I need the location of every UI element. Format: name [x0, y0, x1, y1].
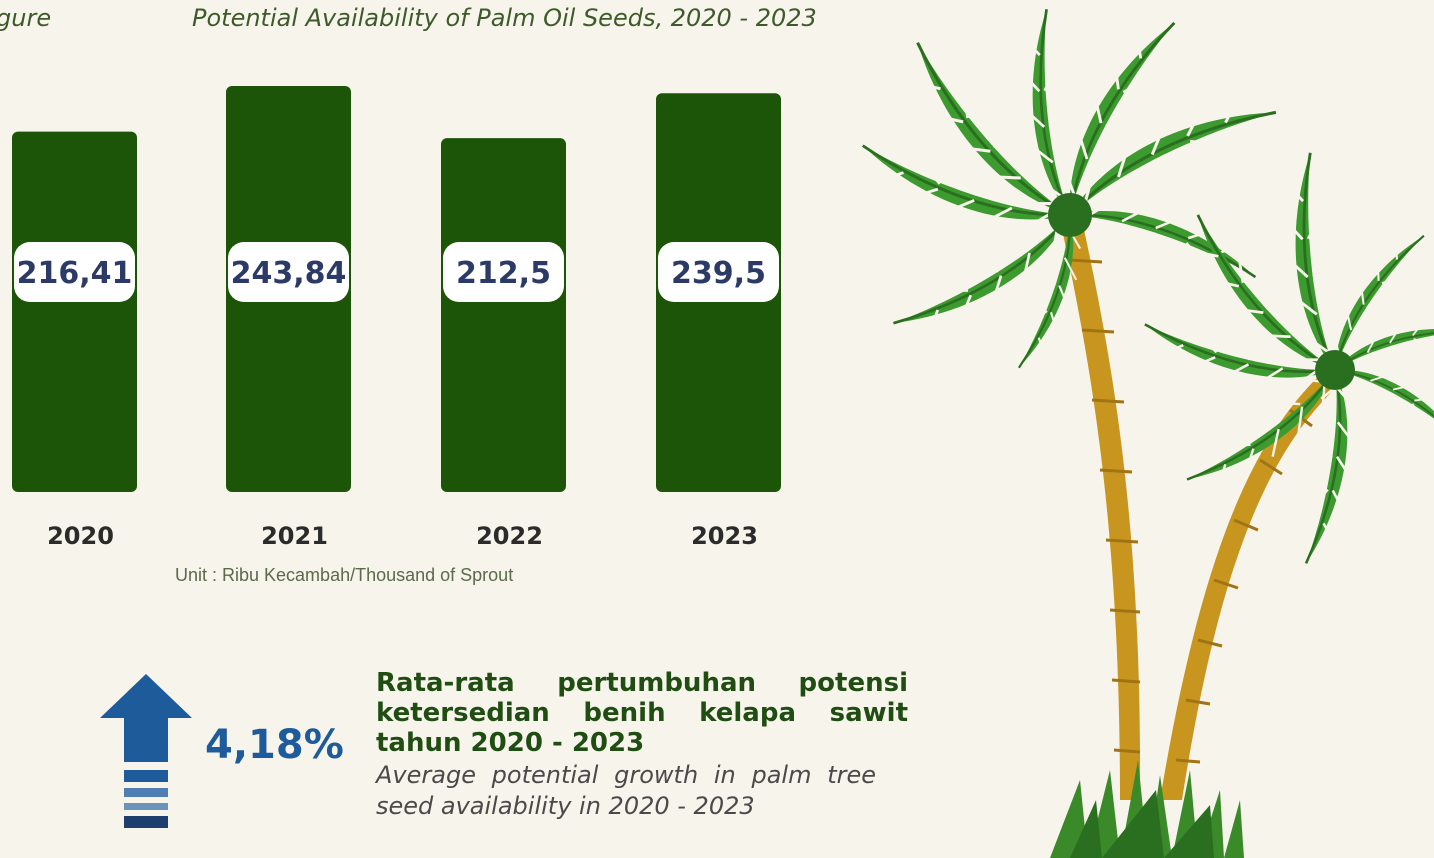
growth-percentage: 4,18%: [205, 722, 344, 768]
bar-2022: [441, 138, 566, 492]
value-label-bg-2022: [443, 242, 564, 302]
growth-description-en: Average potential growth in palm tree se…: [376, 761, 876, 820]
figure-label: gure: [0, 4, 52, 32]
value-label-bg-2023: [658, 242, 779, 302]
value-label-2023: 239,5: [671, 256, 766, 291]
value-label-bg-2021: [228, 242, 349, 302]
unit-label: Unit : Ribu Kecambah/Thousand of Sprout: [175, 565, 514, 585]
bar-chart: 216,41 2020 243,84 2021 212,5 2022 239,5 2023: [12, 86, 781, 550]
value-label-2022: 212,5: [456, 256, 551, 291]
x-tick-label-2021: 2021: [261, 522, 328, 550]
bar-2020: [12, 131, 137, 492]
value-label-2021: 243,84: [231, 256, 347, 291]
chart-title: Potential Availability of Palm Oil Seeds…: [192, 4, 817, 32]
x-tick-label-2023: 2023: [691, 522, 758, 550]
up-arrow-icon: [100, 674, 192, 828]
x-tick-label-2022: 2022: [476, 522, 543, 550]
x-tick-label-2020: 2020: [47, 522, 114, 550]
palm-trees-icon: [848, 3, 1434, 858]
growth-description: Rata-rata pertumbuhan potensi ketersedia…: [376, 668, 908, 822]
growth-description-id: Rata-rata pertumbuhan potensi ketersedia…: [376, 668, 908, 758]
value-label-2020: 216,41: [17, 256, 133, 291]
value-label-bg-2020: [14, 242, 135, 302]
